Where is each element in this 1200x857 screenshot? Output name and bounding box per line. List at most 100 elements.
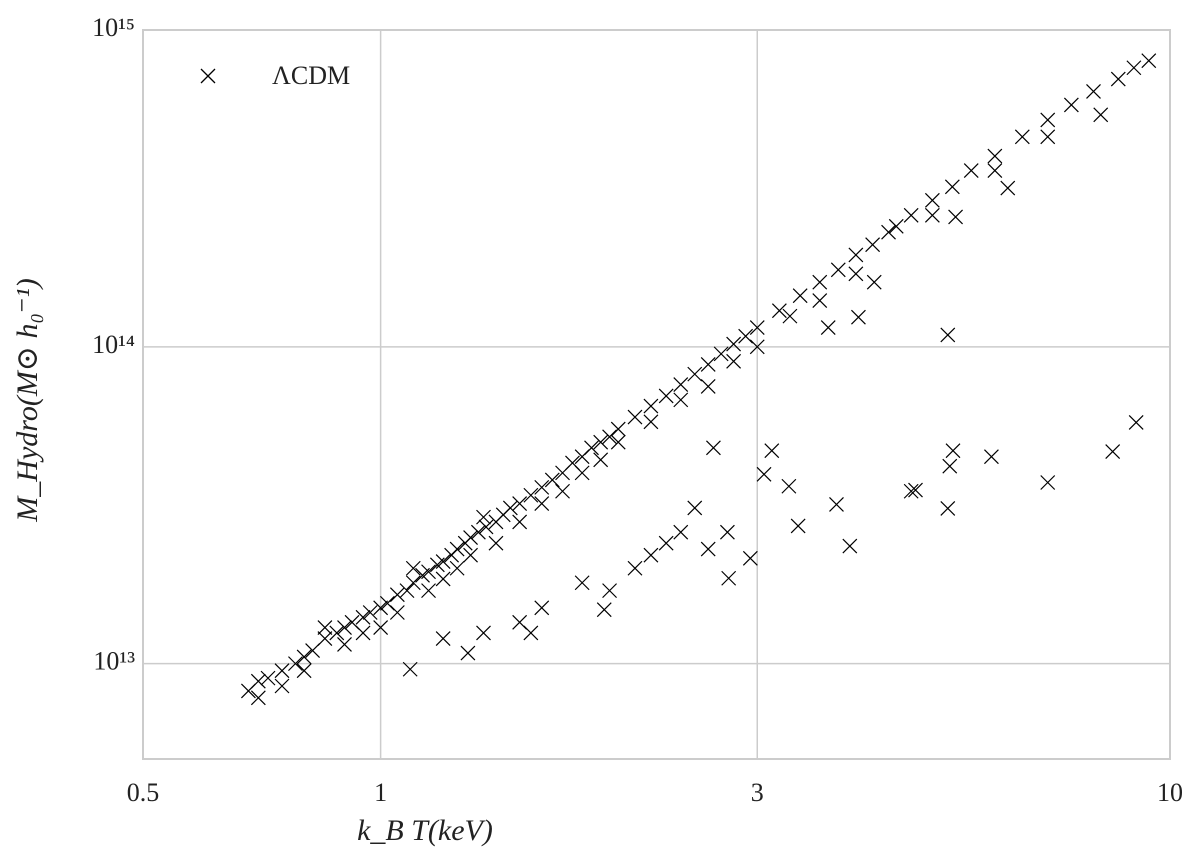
point: [476, 509, 491, 525]
point: [274, 663, 290, 679]
point: [337, 620, 352, 635]
point: [673, 392, 689, 408]
point: [1110, 71, 1126, 87]
point: [574, 575, 590, 591]
point: [643, 547, 659, 563]
point: [719, 524, 735, 540]
point: [687, 366, 703, 382]
point: [673, 377, 689, 392]
grid: [142, 29, 1171, 759]
point: [842, 538, 858, 554]
point: [512, 514, 528, 530]
point: [296, 663, 312, 679]
point: [700, 378, 716, 394]
point: [337, 636, 352, 652]
point: [627, 560, 643, 576]
point: [812, 293, 828, 308]
point: [593, 452, 609, 468]
point: [865, 237, 881, 253]
legend-label: ΛCDM: [272, 61, 350, 90]
y-tick-label: 10¹³: [93, 647, 135, 676]
point: [881, 224, 896, 240]
point: [574, 465, 590, 481]
point: [713, 346, 729, 362]
point: [771, 303, 787, 319]
x-axis-label: k_B T(keV): [357, 814, 493, 847]
x-tick-label: 1: [374, 778, 387, 807]
point: [534, 496, 550, 512]
point: [512, 496, 528, 512]
point: [1063, 97, 1079, 113]
point: [726, 336, 742, 352]
y-tick-label: 10¹⁴: [92, 330, 135, 359]
point: [470, 524, 486, 540]
point: [812, 274, 828, 290]
point: [555, 483, 570, 499]
point: [830, 262, 846, 278]
point: [260, 670, 276, 686]
point: [790, 518, 806, 534]
point: [449, 560, 465, 576]
point: [463, 530, 478, 545]
y-tick-label: 10¹⁵: [92, 13, 135, 42]
point: [602, 583, 617, 599]
point: [948, 209, 963, 225]
point: [534, 600, 550, 616]
x-tick-label: 0.5: [127, 778, 160, 807]
point: [329, 625, 345, 641]
point: [544, 472, 560, 488]
point: [1141, 53, 1157, 69]
point: [596, 602, 612, 618]
point: [355, 625, 371, 641]
point: [435, 554, 451, 569]
point: [1126, 60, 1142, 76]
point: [721, 570, 737, 586]
point: [1040, 129, 1056, 145]
point: [435, 571, 451, 587]
point: [610, 421, 626, 437]
point: [749, 339, 765, 355]
point: [399, 583, 415, 599]
x-tick-label: 3: [751, 778, 764, 807]
point: [488, 535, 504, 551]
point: [700, 356, 716, 372]
point: [700, 541, 716, 557]
point: [421, 564, 436, 580]
point: [362, 605, 378, 620]
point: [944, 179, 960, 195]
points: [240, 53, 1157, 706]
y-axis-label: M_Hydro(M⊙ h₀⁻¹): [11, 278, 44, 522]
point: [908, 482, 923, 498]
point: [903, 207, 919, 223]
point: [924, 192, 940, 208]
point: [963, 163, 979, 178]
point: [924, 207, 940, 223]
point: [658, 388, 674, 404]
point: [305, 643, 321, 658]
point: [389, 605, 405, 620]
point: [643, 398, 659, 414]
point: [866, 274, 882, 290]
point: [888, 218, 904, 234]
point: [940, 327, 956, 343]
point: [851, 309, 866, 325]
point: [987, 148, 1003, 164]
point: [706, 440, 721, 456]
point: [502, 500, 518, 516]
point: [478, 519, 494, 535]
point: [449, 541, 465, 557]
x-tick-label: 10: [1157, 778, 1183, 807]
point: [987, 163, 1003, 178]
point: [274, 678, 290, 694]
point: [523, 487, 539, 503]
point: [781, 478, 797, 494]
point: [602, 429, 617, 445]
point: [593, 434, 609, 450]
point: [405, 560, 421, 576]
point: [317, 631, 333, 646]
point: [792, 288, 808, 304]
point: [940, 500, 956, 516]
point: [726, 353, 742, 369]
point: [584, 440, 599, 456]
point: [534, 479, 550, 495]
